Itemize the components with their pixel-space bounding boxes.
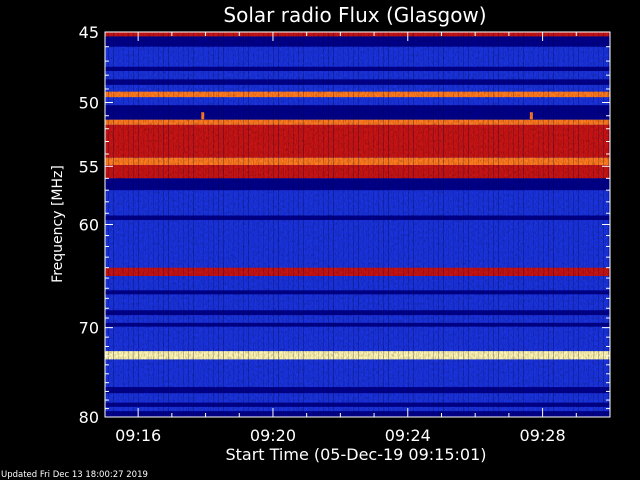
x-tick-label: 09:20 [250, 426, 296, 445]
y-axis-label: Frequency [MHz] [50, 165, 66, 283]
x-tick-label: 09:28 [520, 426, 566, 445]
y-tick-label: 60 [79, 216, 99, 235]
x-axis: 09:16 09:20 09:24 09:28 [115, 32, 611, 445]
noise-overlay [105, 32, 610, 417]
plot-area [105, 32, 610, 417]
y-tick-label: 55 [79, 157, 99, 176]
y-axis: 45 50 55 60 70 80 [79, 23, 610, 427]
x-axis-label: Start Time (05-Dec-19 09:15:01) [225, 445, 486, 464]
y-tick-label: 80 [79, 408, 99, 427]
x-tick-label: 09:24 [385, 426, 431, 445]
y-tick-label: 70 [79, 319, 99, 338]
y-tick-label: 50 [79, 94, 99, 113]
updated-timestamp: Updated Fri Dec 13 18:00:27 2019 [1, 470, 148, 480]
x-tick-label: 09:16 [115, 426, 161, 445]
chart-title: Solar radio Flux (Glasgow) [223, 3, 486, 27]
y-tick-label: 45 [79, 23, 99, 42]
